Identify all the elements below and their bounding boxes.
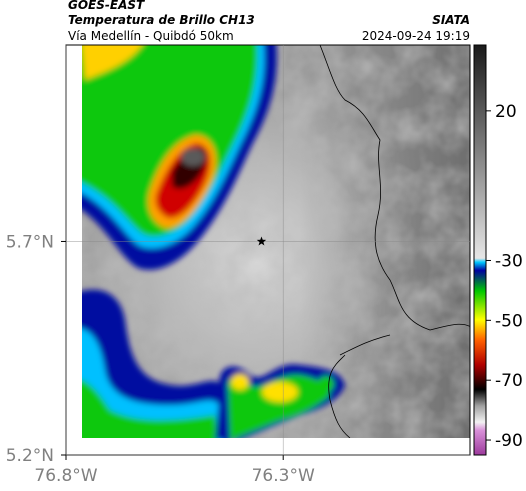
timestamp: 2024-09-24 19:19 <box>362 29 470 43</box>
satellite-image <box>82 45 470 438</box>
x-tick-label: 76.3°W <box>252 466 315 486</box>
y-tick-label: 5.2°N <box>6 446 54 466</box>
colorbar <box>473 44 487 456</box>
colorbar-tick-label: -30 <box>495 251 523 271</box>
colorbar-tick-label: -90 <box>495 431 523 451</box>
x-tick-label: 76.8°W <box>34 466 97 486</box>
location-marker <box>256 236 267 246</box>
colorbar-tick-label: 20 <box>495 102 517 122</box>
boundaries <box>319 45 470 438</box>
product: Temperatura de Brillo CH13 <box>68 13 255 27</box>
source: SIATA <box>432 13 470 27</box>
y-tick-label: 5.7°N <box>6 232 54 252</box>
colorbar-tick-label: -70 <box>495 371 523 391</box>
colorbar-tick-label: -50 <box>495 311 523 331</box>
satellite: GOES-EAST <box>68 0 145 12</box>
location: Vía Medellín - Quibdó 50km <box>68 29 234 43</box>
